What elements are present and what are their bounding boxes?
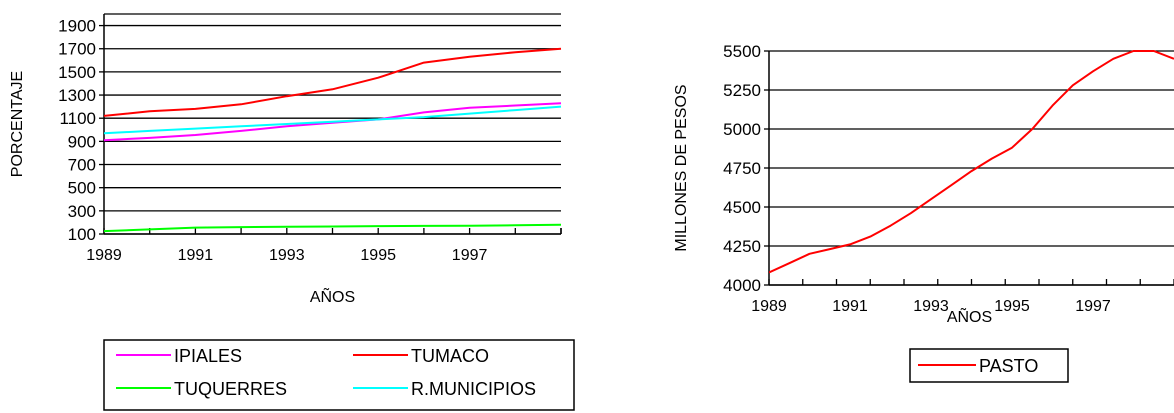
- y-tick-label: 1900: [58, 17, 96, 36]
- x-tick-label: 1997: [1075, 298, 1111, 315]
- y-tick-label: 900: [68, 132, 96, 151]
- x-tick-label: 1989: [751, 298, 787, 315]
- y-tick-label: 5250: [723, 81, 761, 100]
- y-tick-label: 1500: [58, 63, 96, 82]
- y-tick-label: 4500: [723, 198, 761, 217]
- y-tick-label: 1700: [58, 40, 96, 59]
- x-tick-label: 1991: [178, 247, 214, 264]
- y-tick-label: 1100: [59, 109, 96, 128]
- y-tick-label: 300: [68, 202, 96, 221]
- x-tick-label: 1991: [832, 298, 868, 315]
- x-tick-label: 1997: [452, 247, 488, 264]
- legend-label: TUMACO: [411, 346, 489, 366]
- x-tick-label: 1995: [360, 247, 396, 264]
- series-line-tuquerres: [104, 223, 562, 233]
- chart-porcentaje: 100 300 500 700 900 1100 1300 1500 1700 1900 1989 1…: [9, 13, 575, 411]
- chart-millones-de-pesos: 4000 4250 4500 4750 5000 5250 5500 1989 1991 1993…: [673, 42, 1174, 383]
- y-tick-label: 700: [68, 156, 96, 175]
- y-tick-label: 4750: [723, 159, 761, 178]
- y-tick-label: 100: [68, 225, 96, 244]
- y-tick-label: 5500: [723, 42, 761, 61]
- x-axis-title: AÑOS: [947, 306, 992, 326]
- x-tick-label: 1989: [86, 247, 122, 264]
- y-axis-title: MILLONES DE PESOS: [673, 84, 690, 251]
- legend-label: IPIALES: [174, 346, 242, 366]
- y-tick-label: 5000: [723, 120, 761, 139]
- x-axis-title: AÑOS: [310, 286, 355, 306]
- y-tick-label: 1300: [58, 86, 96, 105]
- series-line-r-municipios: [104, 105, 562, 135]
- legend-label: PASTO: [979, 356, 1038, 376]
- series-line-tumaco: [104, 47, 562, 117]
- y-tick-label: 4250: [723, 237, 761, 256]
- series-line-pasto: [769, 50, 1174, 274]
- x-tick-label: 1993: [913, 298, 949, 315]
- legend-box: [103, 339, 575, 411]
- x-tick-label: 1995: [994, 298, 1030, 315]
- y-tick-label: 4000: [723, 276, 761, 295]
- x-tick-label: 1993: [269, 247, 305, 264]
- legend-label: TUQUERRES: [174, 379, 287, 399]
- legend-label: R.MUNICIPIOS: [411, 379, 536, 399]
- series-line-ipiales: [104, 102, 562, 142]
- y-tick-label: 500: [68, 179, 96, 198]
- legend-box: [909, 348, 1069, 383]
- y-axis-title: PORCENTAJE: [9, 71, 26, 177]
